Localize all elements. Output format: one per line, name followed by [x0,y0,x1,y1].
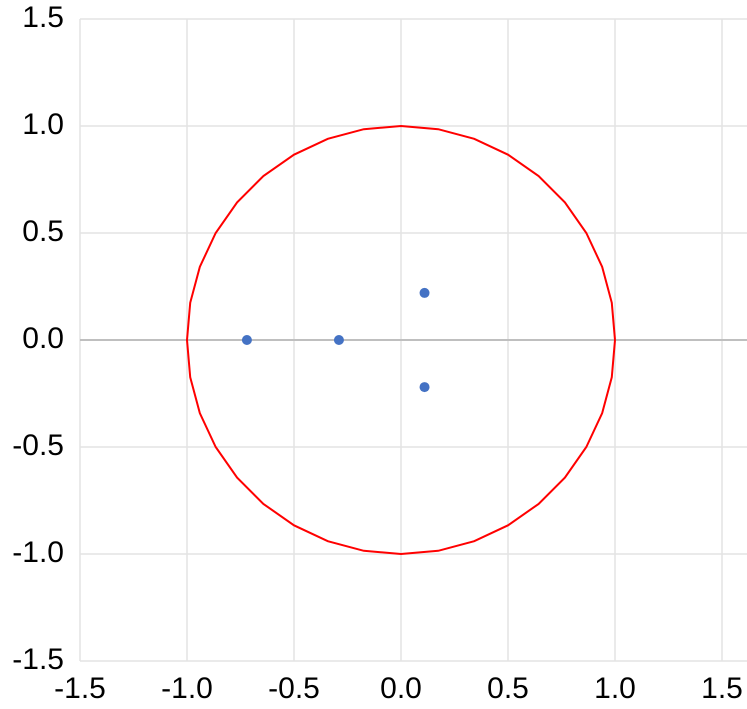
x-tick-label: 0.5 [487,672,529,705]
point [333,335,344,345]
point [419,382,430,393]
y-tick-label: 1.0 [22,108,64,141]
x-tick-label: -1.5 [54,672,106,705]
y-tick-label: 0.5 [22,215,64,248]
y-tick-label: -0.5 [12,429,64,462]
x-tick-label: -1.0 [161,672,213,705]
x-tick-label: -0.5 [268,672,320,705]
circle-line [185,124,616,556]
x-tick-label: 1.5 [701,672,743,705]
y-tick-label: -1.5 [12,643,64,676]
y-tick-label: 1.5 [22,1,64,34]
point [419,287,430,298]
x-tick-label: 1.0 [594,672,636,705]
x-tick-label: 0.0 [380,672,422,705]
point [241,335,252,345]
y-tick-label: -1.0 [12,536,64,569]
y-tick-label: 0.0 [22,322,64,355]
